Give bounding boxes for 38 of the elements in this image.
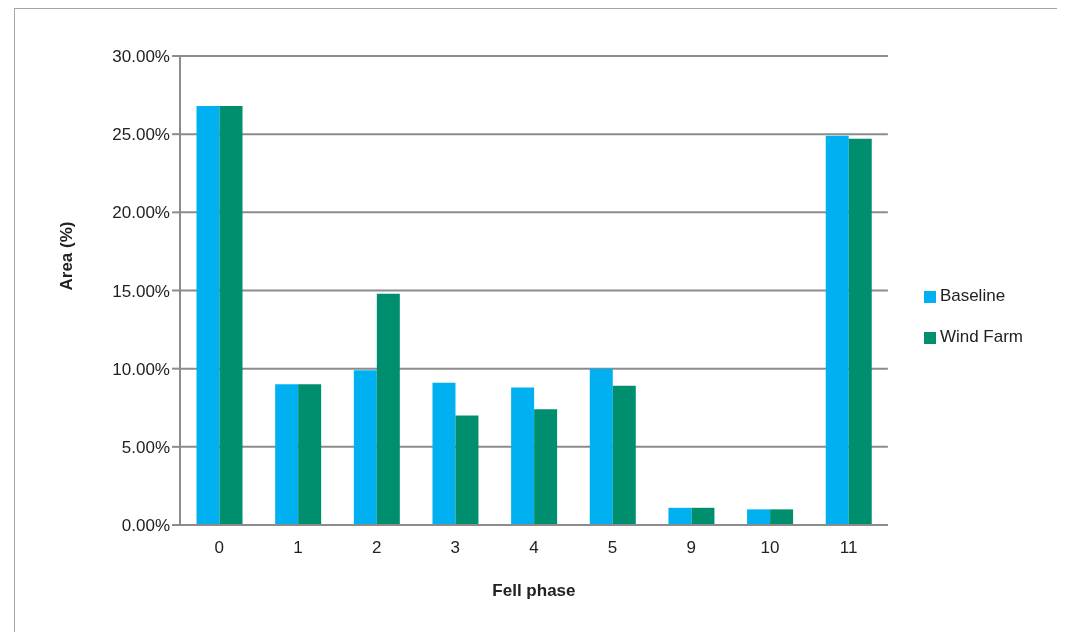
y-tick-label: 30.00% xyxy=(112,47,170,67)
y-tick-label: 25.00% xyxy=(112,125,170,145)
bar xyxy=(196,106,220,525)
bar xyxy=(219,106,243,525)
x-axis-title: Fell phase xyxy=(492,581,576,600)
bar xyxy=(298,384,322,525)
bar xyxy=(770,509,794,525)
y-tick-label: 15.00% xyxy=(112,281,170,301)
bar xyxy=(848,138,872,525)
bar xyxy=(534,409,558,525)
bar xyxy=(455,415,479,525)
y-tick-label: 20.00% xyxy=(112,203,170,223)
bar xyxy=(432,382,456,525)
bar xyxy=(275,384,299,525)
bar xyxy=(353,370,377,525)
x-tick-label: 2 xyxy=(371,538,382,558)
legend-label: Baseline xyxy=(939,286,1006,305)
bar xyxy=(376,293,400,525)
bar xyxy=(612,385,636,525)
x-tick-label: 9 xyxy=(686,538,696,558)
x-tick-label: 10 xyxy=(760,538,780,558)
bar xyxy=(668,507,692,525)
y-tick-label: 10.00% xyxy=(112,359,170,379)
x-tick-label: 3 xyxy=(450,538,461,558)
bar xyxy=(511,387,535,525)
x-tick-label: 1 xyxy=(293,538,303,558)
y-axis-title: Area (%) xyxy=(57,221,77,291)
x-tick-label: 0 xyxy=(214,538,225,558)
y-tick-label: 5.00% xyxy=(121,437,170,457)
y-tick-label: 0.00% xyxy=(121,516,170,536)
x-tick-label: 5 xyxy=(607,538,618,558)
x-tick-label: 11 xyxy=(839,538,858,558)
x-tick-label: 4 xyxy=(529,538,539,558)
bar xyxy=(825,135,849,525)
bar xyxy=(747,509,771,525)
legend-label: Wind Farm xyxy=(939,327,1023,346)
bar xyxy=(589,368,613,525)
bar xyxy=(691,507,715,525)
